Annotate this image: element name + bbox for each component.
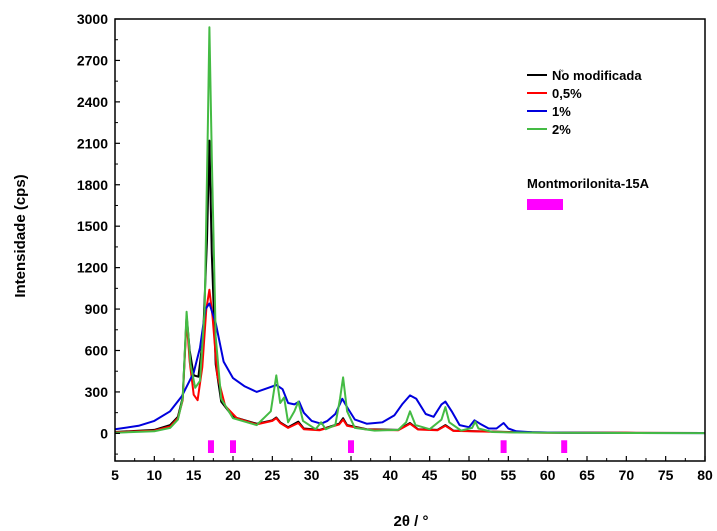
series-line-3 — [114, 302, 706, 435]
y-tick-label: 1800 — [77, 177, 108, 193]
x-tick-label: 10 — [147, 467, 163, 483]
series-line-4 — [114, 26, 706, 435]
y-tick-label: 600 — [85, 343, 109, 359]
x-tick-label: 70 — [619, 467, 635, 483]
x-tick-label: 75 — [658, 467, 674, 483]
y-axis-ticks: 0 300 600 900 1200 1500 1800 2100 2400 2700 3000 — [77, 11, 120, 455]
reference-bar — [500, 440, 507, 453]
x-tick-label: 80 — [697, 467, 713, 483]
reference-bar — [207, 440, 214, 453]
x-tick-label: 45 — [422, 467, 438, 483]
x-tick-label: 50 — [461, 467, 477, 483]
legend-label: N֘o modificada — [552, 68, 642, 83]
legend-label: 2% — [552, 122, 571, 137]
reference-bar — [348, 440, 354, 453]
x-tick-label: 60 — [540, 467, 556, 483]
x-tick-label: 55 — [501, 467, 517, 483]
reference-bars — [207, 440, 568, 453]
reference-legend-swatch — [527, 199, 563, 210]
reference-bar — [561, 440, 568, 453]
y-tick-label: 300 — [85, 384, 109, 400]
legend-label: 1% — [552, 104, 571, 119]
y-tick-label: 2700 — [77, 52, 108, 68]
legend: N֘o modificada 0,5% 1% 2% Montmorilonita-15A — [527, 68, 650, 210]
x-tick-label: 65 — [579, 467, 595, 483]
y-tick-label: 2400 — [77, 94, 108, 110]
y-tick-label: 900 — [85, 301, 109, 317]
y-axis-title: Intensidade (cps) — [12, 174, 29, 297]
reference-legend-label: Montmorilonita-15A — [527, 176, 650, 191]
y-tick-label: 3000 — [77, 11, 108, 27]
y-tick-label: 0 — [100, 425, 108, 441]
x-tick-label: 35 — [343, 467, 359, 483]
x-tick-label: 40 — [383, 467, 399, 483]
x-tick-label: 20 — [225, 467, 241, 483]
x-axis-title: 2θ / ° — [394, 513, 429, 530]
y-tick-label: 2100 — [77, 135, 108, 151]
plot-lines — [114, 26, 706, 435]
x-tick-label: 5 — [111, 467, 119, 483]
y-tick-label: 1500 — [77, 218, 108, 234]
x-tick-label: 15 — [186, 467, 202, 483]
x-axis-ticks: 5 10 15 20 25 30 35 40 45 50 55 60 65 70 75 80 — [111, 456, 713, 483]
x-tick-label: 30 — [304, 467, 320, 483]
y-tick-label: 1200 — [77, 260, 108, 276]
legend-label: 0,5% — [552, 86, 582, 101]
series-line-2 — [114, 288, 706, 434]
reference-bar — [230, 440, 236, 453]
x-tick-label: 25 — [265, 467, 281, 483]
